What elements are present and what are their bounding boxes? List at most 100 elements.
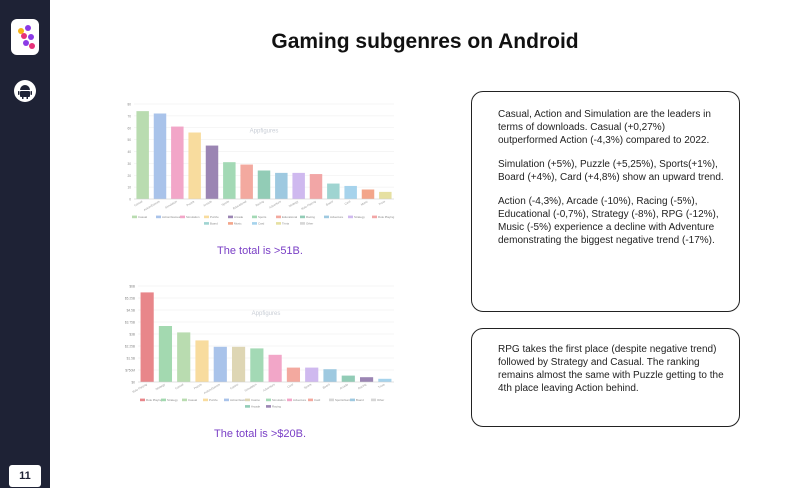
- page-title: Gaming subgenres on Android: [271, 30, 579, 53]
- bar: [177, 332, 191, 382]
- legend-swatch: [329, 398, 334, 402]
- legend-label: Arcade: [251, 405, 261, 409]
- legend-swatch: [224, 398, 229, 402]
- page-number: 11: [9, 465, 41, 487]
- legend-swatch: [182, 398, 187, 402]
- bar: [305, 367, 319, 382]
- legend-swatch: [245, 405, 250, 408]
- bar: [213, 346, 227, 382]
- y-tick-label: 20: [127, 174, 131, 178]
- legend-label: Educational: [282, 215, 297, 219]
- legend-label: Puzzle: [209, 398, 218, 402]
- legend-swatch: [308, 398, 313, 402]
- legend-swatch: [252, 215, 257, 219]
- x-tick-label: Puzzle: [186, 199, 196, 207]
- legend-swatch: [372, 215, 377, 219]
- legend-swatch: [300, 222, 305, 225]
- legend-swatch: [161, 398, 166, 402]
- legend-label: Simulation: [186, 215, 200, 219]
- revenue-insight-ranking: RPG takes the first place (despite negat…: [498, 344, 724, 394]
- legend-label: Simulation: [272, 398, 286, 402]
- legend-label: Action/Games: [230, 398, 249, 402]
- legend-label: Adventure: [330, 215, 344, 219]
- y-tick-label: 0: [129, 198, 131, 202]
- bar: [153, 113, 167, 199]
- x-tick-label: Music: [360, 199, 369, 207]
- bar: [231, 346, 246, 382]
- x-tick-label: Casual: [174, 382, 184, 390]
- bar: [223, 162, 236, 199]
- legend-label: Board: [356, 398, 364, 402]
- revenue-chart: $0 $750M $1.5B $2.25B $3B $3.75B $4.5B $5.25B $6…: [112, 282, 402, 417]
- downloads-chart: 0 10 20 30 40 50 60 70 80 Appfigures Casual Action/…: [112, 96, 402, 236]
- legend-swatch: [300, 215, 305, 219]
- legend-label: Board: [210, 222, 218, 226]
- legend-label: Role Playing: [146, 398, 163, 402]
- legend-label: Strategy: [167, 398, 178, 402]
- legend-label: Trivia: [282, 222, 289, 226]
- x-tick-label: Casino: [229, 382, 239, 390]
- revenue-chart-svg: $0 $750M $1.5B $2.25B $3B $3.75B $4.5B $5.25B $6…: [125, 285, 394, 409]
- x-tick-label: Action/Games: [203, 382, 221, 395]
- x-tick-label: Sports: [221, 199, 231, 207]
- legend-label: Role Playing: [378, 215, 395, 219]
- x-tick-label: Adventure: [268, 199, 282, 209]
- legend-label: Music: [234, 222, 242, 226]
- bar: [140, 292, 154, 382]
- bar: [344, 185, 357, 199]
- legend-swatch: [287, 398, 292, 402]
- y-tick-label: $3B: [129, 333, 135, 337]
- legend-swatch: [228, 222, 233, 225]
- app-logo-icon[interactable]: [11, 19, 39, 55]
- x-tick-label: Puzzle: [193, 382, 203, 390]
- legend-swatch: [204, 215, 209, 219]
- bar: [286, 367, 301, 382]
- bar: [292, 172, 305, 199]
- bar: [341, 375, 355, 382]
- sidebar: 11: [0, 0, 50, 488]
- watermark-label: Appfigures: [252, 311, 281, 317]
- legend-swatch: [132, 215, 137, 219]
- bar: [309, 174, 323, 199]
- y-tick-label: 60: [127, 126, 131, 130]
- x-tick-label: Strategy: [288, 199, 300, 208]
- x-tick-label: Sports: [303, 382, 313, 390]
- y-tick-label: $5.25B: [125, 297, 135, 301]
- x-tick-label: Arcade: [203, 199, 213, 207]
- bar: [327, 183, 340, 199]
- bar: [378, 378, 392, 382]
- downloads-insight-box: Casual, Action and Simulation are the le…: [471, 91, 740, 312]
- legend-swatch: [245, 398, 250, 402]
- legend-label: Sports: [258, 215, 267, 219]
- x-tick-label: Simulation: [164, 199, 178, 209]
- bar: [250, 348, 264, 382]
- y-tick-label: 40: [127, 150, 131, 154]
- x-tick-label: Arcade: [339, 382, 349, 390]
- downloads-insight-upward: Simulation (+5%), Puzzle (+5,25%), Sport…: [498, 159, 724, 183]
- legend-label: Adventure: [293, 398, 307, 402]
- legend-label: Other: [306, 222, 313, 226]
- x-tick-label: Role Playing: [132, 382, 148, 394]
- bar: [195, 340, 209, 382]
- legend-label: Action/Games: [162, 215, 181, 219]
- x-tick-label: Simulation: [244, 382, 258, 392]
- x-tick-label: Casual: [133, 199, 143, 207]
- legend-label: Strategy: [354, 215, 365, 219]
- legend-swatch: [252, 222, 257, 225]
- android-icon[interactable]: [14, 80, 36, 102]
- legend-swatch: [228, 215, 233, 219]
- legend-swatch: [350, 398, 355, 402]
- revenue-total: The total is >$20B.: [213, 428, 307, 440]
- x-tick-label: Adventure: [262, 382, 276, 392]
- legend-label: Sports/Games: [335, 398, 354, 402]
- x-tick-label: Trivia: [378, 199, 386, 206]
- legend-swatch: [371, 398, 376, 402]
- y-tick-label: 10: [127, 186, 131, 190]
- y-tick-label: $2.25B: [125, 345, 135, 349]
- legend-label: Racing: [306, 215, 315, 219]
- y-tick-label: 50: [127, 138, 131, 142]
- bar: [275, 172, 288, 199]
- bar: [240, 164, 253, 199]
- legend-label: Racing: [272, 405, 281, 409]
- legend-label: Arcade: [234, 215, 244, 219]
